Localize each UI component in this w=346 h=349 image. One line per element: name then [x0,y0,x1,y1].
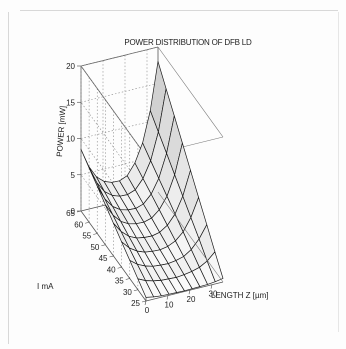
scan-edge-right [338,12,339,332]
z-tick-label: 20 [66,62,75,71]
y-tick-mark [125,278,130,280]
y-tick-mark [93,233,98,235]
x-tick-label: 30 [209,290,218,299]
y-tick-mark [85,221,90,224]
y-tick-mark [141,300,147,303]
y-tick-mark [109,255,114,258]
y-tick-mark [101,244,106,247]
scan-edge-top [20,10,338,11]
z-tick-label: 10 [66,135,75,144]
y-axis-label: I mA [37,282,54,291]
chart-title: POWER DISTRIBUTION OF DFB LD [124,38,252,47]
y-tick-label: 25 [131,299,140,308]
y-tick-label: 35 [115,277,124,286]
grid-line-left-z [80,65,147,157]
right-top-edge [157,46,224,138]
x-tick-label: 0 [145,306,150,315]
y-tick-label: 60 [74,220,83,229]
z-tick-label: 0 [71,207,76,216]
y-tick-label: 50 [90,243,99,252]
floor-right-edge [157,191,224,283]
grid-line-back-z [80,155,159,176]
z-tick-label: 5 [71,171,76,180]
power-surface [80,61,224,298]
x-tick-label: 20 [187,295,196,304]
grid-line-back-z [80,46,159,67]
grid-line-back-z [80,82,159,103]
x-tick-label: 10 [165,301,174,310]
x-axis-label: LENGTH Z [µm] [211,291,269,300]
surface-patch [206,251,224,283]
z-tick-label: 15 [66,98,75,107]
y-tick-label: 40 [107,265,116,274]
y-tick-mark [117,266,122,269]
x-tick-mark [166,295,169,300]
y-tick-label: 30 [123,288,132,297]
y-tick-label: 45 [99,254,108,263]
x-axis-line [145,281,224,302]
scan-edge-left [8,12,9,344]
x-tick-mark [210,284,213,289]
y-tick-label: 55 [82,232,91,241]
y-tick-label: 65 [66,209,75,218]
x-tick-mark [188,290,191,295]
y-tick-mark [76,210,82,213]
z-axis-label: POWER [mW] [55,106,68,158]
grid-line-back-z [80,119,159,139]
y-tick-mark [133,289,138,292]
x-tick-mark [144,300,147,306]
